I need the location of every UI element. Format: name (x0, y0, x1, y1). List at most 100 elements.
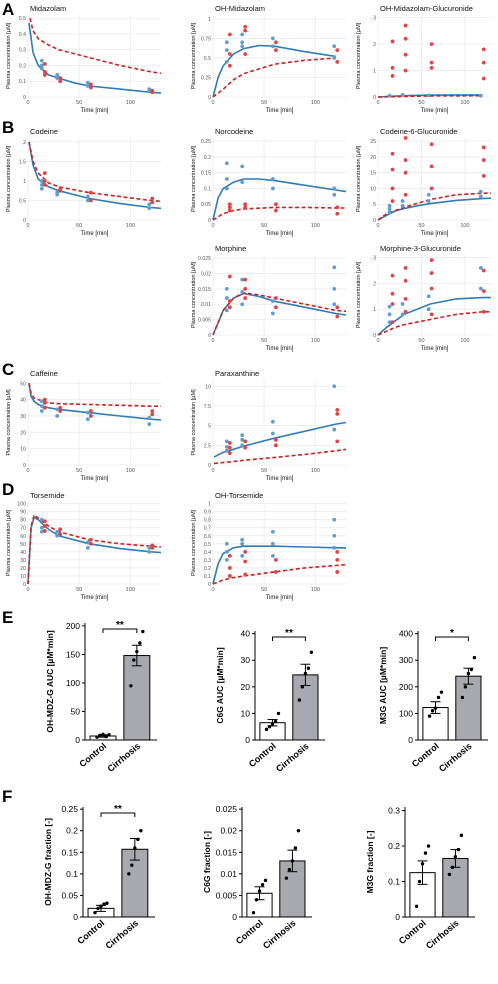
line-chart-8: 0 10 20 30 40 50 0 50 100 Caffeine Time [min] Plasm… (6, 369, 162, 482)
cirrhosis-data-point (429, 271, 434, 275)
control-model-curve (212, 44, 336, 98)
control-data-point (240, 40, 245, 45)
y-tick-label: 2 (23, 140, 26, 146)
control-data-point (240, 302, 245, 307)
chart-title: Codeine-6-Glucuronide (380, 127, 458, 136)
x-tick-label: 0 (211, 338, 214, 344)
data-point (439, 690, 444, 694)
x-tick-label: 100 (311, 587, 320, 593)
y-tick-label: 0.1 (204, 186, 211, 192)
cirrhosis-model-curve (212, 291, 347, 336)
cirrhosis-data-point (390, 291, 395, 296)
data-point (273, 719, 278, 724)
control-data-point (39, 63, 44, 68)
cirrhosis-data-point (227, 445, 232, 450)
cirrhosis-data-point (429, 164, 434, 169)
significance-bracket (435, 636, 469, 641)
cirrhosis-data-point (273, 557, 278, 562)
cirrhosis-model-curve (213, 448, 347, 465)
control-data-point (387, 203, 392, 208)
y-tick-label: 200 (66, 621, 80, 631)
cirrhosis-data-point (403, 278, 408, 283)
data-point (93, 910, 97, 915)
control-data-point (147, 202, 152, 207)
x-axis-label: Time [min] (81, 595, 109, 601)
y-tick-label: 90 (20, 510, 26, 516)
data-point (141, 629, 145, 634)
y-axis-label: Plasma concentration [µM] (191, 509, 197, 576)
x-tick-label: 0 (26, 468, 29, 474)
panel-letter-a: A (2, 0, 15, 19)
y-tick-label: 0.015 (198, 287, 211, 293)
control-data-point (224, 161, 229, 166)
control-data-point (270, 529, 275, 534)
x-tick-label: 0 (26, 587, 29, 593)
y-tick-label: 2 (373, 281, 376, 287)
cirrhosis-data-point (58, 76, 63, 80)
x-tick-label: 100 (126, 223, 135, 229)
cirrhosis-data-point (58, 188, 63, 193)
cirrhosis-data-point (58, 405, 63, 410)
y-tick-label: 0.01 (201, 302, 211, 308)
plot-background (28, 138, 161, 220)
y-tick-label: 0.25 (201, 139, 211, 145)
cirrhosis-data-point (481, 158, 486, 162)
line-chart-2: 0 1 2 3 0 50 100 OH-Midazolam-Glucuronide Time [… (356, 4, 491, 114)
x-tick-label: 0 (211, 100, 214, 106)
control-data-point (224, 549, 229, 554)
chart-title: Paraxanthine (215, 369, 259, 378)
control-data-point (39, 186, 44, 191)
y-tick-label: 1 (373, 69, 376, 75)
control-data-point (85, 194, 90, 199)
control-data-point (39, 58, 44, 63)
x-tick-label: 50 (76, 587, 82, 593)
y-tick-label: 0 (395, 912, 400, 922)
control-data-point (332, 302, 337, 307)
control-data-point (332, 533, 337, 538)
data-point (267, 725, 272, 729)
cirrhosis-data-point (42, 61, 47, 66)
line-chart-0: 0 0.1 0.2 0.3 0.4 0.5 0 50 100 Midazolam Time [min… (6, 4, 162, 114)
category-label: Control (397, 918, 428, 946)
x-tick-label: 0 (26, 223, 29, 229)
category-label: Control (410, 741, 441, 769)
control-data-point (55, 73, 60, 77)
control-data-point (55, 414, 60, 418)
x-tick-label: 50 (418, 223, 424, 229)
x-tick-label: 100 (311, 100, 320, 106)
cirrhosis-data-point (335, 557, 340, 562)
data-point (420, 862, 425, 866)
control-data-point (270, 36, 275, 41)
y-tick-label: 0.015 (216, 847, 238, 857)
control-data-point (240, 443, 245, 448)
control-data-point (55, 533, 60, 538)
control-data-point (400, 203, 405, 208)
control-data-point (85, 410, 90, 415)
cirrhosis-data-point (403, 36, 408, 41)
cirrhosis-data-point (335, 211, 340, 216)
cirrhosis-data-point (150, 196, 155, 201)
cirrhosis-data-point (390, 302, 395, 306)
cirrhosis-data-point (42, 524, 47, 529)
cirrhosis-data-point (88, 414, 93, 418)
y-tick-label: 0.3 (388, 806, 400, 816)
control-model-curve (212, 545, 346, 585)
control-data-point (332, 545, 337, 550)
data-point (436, 695, 441, 700)
data-point (309, 650, 314, 654)
y-tick-label: 10 (370, 186, 376, 192)
plot-background (213, 380, 346, 465)
y-tick-label: 0 (208, 333, 211, 339)
y-tick-label: 10 (241, 708, 251, 718)
y-tick-label: 0.02 (201, 271, 211, 277)
control-data-point (224, 296, 229, 300)
cirrhosis-data-point (42, 405, 47, 410)
category-label: Control (234, 918, 265, 946)
cirrhosis-data-point (335, 549, 340, 554)
x-tick-label: 0 (376, 100, 379, 106)
y-tick-label: 0 (23, 463, 26, 469)
x-tick-label: 50 (76, 100, 82, 106)
cirrhosis-data-point (150, 412, 155, 417)
control-data-point (240, 44, 245, 49)
control-data-point (240, 164, 245, 169)
